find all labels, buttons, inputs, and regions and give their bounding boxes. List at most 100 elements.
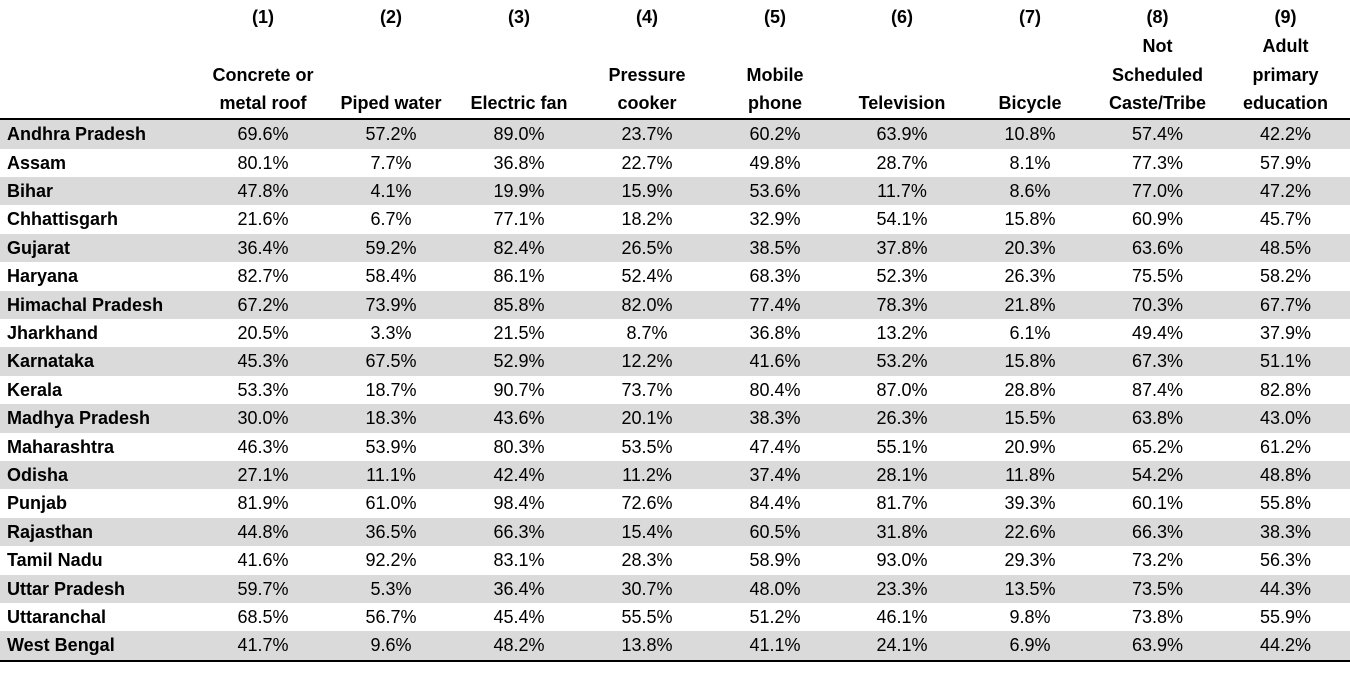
table-cell: 63.9%	[1094, 631, 1221, 662]
state-indicators-table: (1) (2) (3) (4) (5) (6) (7) (8) (9) Conc…	[0, 3, 1350, 662]
table-cell: 18.7%	[365, 379, 417, 400]
state-name: Haryana	[7, 266, 79, 287]
table-cell: 39.3%	[1004, 493, 1056, 514]
table-row: Odisha 27.1% 11.1% 42.4% 11.2% 37.4% 28.1% 11.8…	[0, 460, 1350, 490]
table-cell: 24.1%	[838, 631, 966, 662]
table-cell: 36.5%	[326, 517, 456, 547]
table-row: Assam 80.1% 7.7% 36.8% 22.7% 49.8% 28.7% 8.1% 77…	[0, 149, 1350, 177]
table-cell: 28.1%	[838, 460, 966, 490]
table-cell: 9.8%	[1009, 607, 1051, 628]
column-header-line: Piped water	[340, 93, 442, 114]
table-cell: 56.3%	[1259, 550, 1312, 571]
table-cell: 90.7%	[493, 379, 545, 400]
table-cell: 8.1%	[1009, 152, 1051, 173]
table-cell: 48.5%	[1221, 233, 1350, 263]
table-cell: 48.2%	[456, 631, 582, 662]
table-cell: 82.8%	[1259, 379, 1312, 400]
table-row: Himachal Pradesh 67.2% 73.9% 85.8% 82.0% 77.4…	[0, 290, 1350, 319]
table-cell: 69.6%	[200, 119, 326, 149]
column-number: (8)	[1146, 7, 1169, 27]
table-cell: 15.5%	[966, 404, 1094, 433]
table-row: Chhattisgarh 21.6% 6.7% 77.1% 18.2% 32.9% 54.1…	[0, 205, 1350, 233]
table-cell: 58.2%	[1259, 266, 1312, 287]
column-header: Electric fan	[456, 32, 582, 121]
corner-cell	[0, 3, 200, 32]
table-cell: 80.4%	[749, 379, 801, 400]
table-cell: 60.2%	[712, 119, 838, 149]
table-cell: 87.0%	[876, 379, 928, 400]
table-cell: 73.5%	[1094, 574, 1221, 604]
table-cell: 6.1%	[1009, 322, 1051, 343]
state-name: Tamil Nadu	[7, 550, 103, 571]
table-cell: 82.7%	[237, 266, 289, 287]
table-cell: 13.5%	[966, 574, 1094, 604]
state-header	[0, 32, 200, 121]
table-cell: 11.2%	[582, 460, 712, 490]
table-cell: 53.6%	[712, 176, 838, 206]
table-cell: 58.9%	[749, 550, 801, 571]
table-cell: 44.2%	[1221, 631, 1350, 662]
table-cell: 59.7%	[200, 574, 326, 604]
column-number: (6)	[891, 7, 913, 27]
table-cell: 27.1%	[200, 460, 326, 490]
table-cell: 38.3%	[1221, 517, 1350, 547]
state-name: Madhya Pradesh	[0, 404, 200, 433]
table-cell: 47.4%	[749, 436, 801, 457]
table-row: Jharkhand 20.5% 3.3% 21.5% 8.7% 36.8% 13.2% 6.1…	[0, 319, 1350, 347]
table-row: Andhra Pradesh 69.6% 57.2% 89.0% 23.7% 60.2% 6…	[0, 119, 1350, 149]
column-header-line: Electric fan	[470, 93, 568, 114]
table-cell: 31.8%	[838, 517, 966, 547]
table-cell: 68.3%	[749, 266, 801, 287]
table-cell: 3.3%	[370, 322, 412, 343]
table-cell: 77.0%	[1094, 176, 1221, 206]
column-header: Bicycle	[966, 32, 1094, 121]
table-cell: 11.7%	[838, 176, 966, 206]
table-cell: 42.2%	[1221, 119, 1350, 149]
table-cell: 55.5%	[621, 607, 673, 628]
table-cell: 51.2%	[749, 607, 801, 628]
table-cell: 26.3%	[1004, 266, 1056, 287]
table-cell: 70.3%	[1094, 290, 1221, 319]
table-cell: 19.9%	[456, 176, 582, 206]
table-cell: 86.1%	[493, 266, 545, 287]
table-cell: 45.4%	[493, 607, 545, 628]
table-cell: 55.9%	[1259, 607, 1312, 628]
table-cell: 60.9%	[1131, 209, 1184, 230]
table-cell: 54.1%	[876, 209, 928, 230]
state-name: Andhra Pradesh	[0, 119, 200, 149]
table-cell: 9.6%	[326, 631, 456, 662]
table-cell: 72.6%	[621, 493, 673, 514]
state-name: Karnataka	[0, 347, 200, 376]
column-header-line: Scheduled	[1111, 64, 1204, 85]
table-cell: 53.3%	[237, 379, 289, 400]
table-cell: 53.2%	[838, 347, 966, 376]
table-cell: 11.1%	[326, 460, 456, 490]
table-row: Kerala 53.3% 18.7% 90.7% 73.7% 80.4% 87.0% 28.8…	[0, 376, 1350, 404]
table-cell: 81.7%	[876, 493, 928, 514]
table-cell: 57.2%	[326, 119, 456, 149]
table-cell: 67.2%	[200, 290, 326, 319]
table-cell: 22.7%	[621, 152, 673, 173]
column-header-line: phone	[748, 93, 802, 114]
table-cell: 38.3%	[712, 404, 838, 433]
table-cell: 66.3%	[456, 517, 582, 547]
column-header-row: Concrete or metal roof Piped water Electric…	[0, 32, 1350, 121]
table-body: Andhra Pradesh 69.6% 57.2% 89.0% 23.7% 60.2% 6…	[0, 119, 1350, 662]
state-name: Odisha	[0, 460, 200, 490]
column-header-line: Caste/Tribe	[1108, 93, 1207, 114]
state-name: Kerala	[7, 379, 63, 400]
column-header-line: Not	[1142, 36, 1173, 56]
table-cell: 85.8%	[456, 290, 582, 319]
table-cell: 43.6%	[456, 404, 582, 433]
column-header: Not Scheduled Caste/Tribe	[1094, 32, 1221, 121]
table-cell: 20.3%	[966, 233, 1094, 263]
column-header-line: metal roof	[219, 93, 307, 114]
state-name: West Bengal	[0, 631, 200, 662]
table-cell: 49.4%	[1131, 322, 1184, 343]
state-name: Rajasthan	[0, 517, 200, 547]
table-cell: 77.1%	[493, 209, 545, 230]
table-cell: 20.1%	[582, 404, 712, 433]
table-cell: 8.6%	[966, 176, 1094, 206]
column-header-line: Concrete or	[212, 64, 314, 85]
table-cell: 28.7%	[876, 152, 928, 173]
